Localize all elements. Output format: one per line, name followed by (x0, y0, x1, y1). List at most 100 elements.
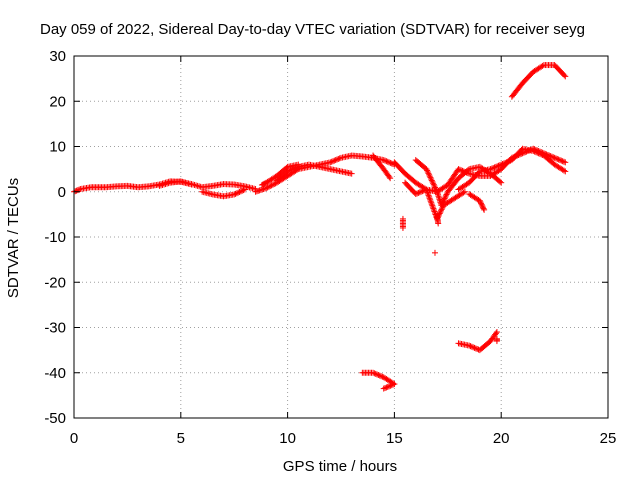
data-point (427, 198, 434, 205)
data-point (188, 181, 195, 188)
data-point (561, 72, 568, 79)
data-point (426, 195, 433, 202)
data-point (384, 158, 391, 165)
y-tick-label: -50 (44, 410, 66, 427)
data-point (283, 164, 290, 171)
data-point (471, 344, 478, 351)
data-point (271, 181, 278, 188)
data-point (550, 154, 557, 161)
data-point (438, 206, 445, 213)
data-point (562, 73, 569, 80)
data-point (464, 167, 471, 174)
data-point (478, 201, 485, 208)
data-point (536, 150, 543, 157)
data-point (431, 183, 438, 190)
y-tick-label: -40 (44, 365, 66, 382)
axis-ticks: 0 5 10 15 20 25 -50 -40 -30 -20 -10 0 10 20 30 (44, 48, 616, 447)
data-point (263, 185, 270, 192)
data-point (548, 153, 555, 160)
data-point (430, 180, 437, 187)
data-point (268, 182, 275, 189)
x-tick-label: 5 (177, 430, 185, 447)
x-tick-label: 20 (493, 430, 510, 447)
data-point (433, 187, 440, 194)
y-tick-label: 10 (49, 139, 66, 156)
data-point (416, 189, 423, 196)
data-point (437, 209, 444, 216)
data-point (231, 191, 238, 198)
data-point (423, 166, 430, 173)
data-point (436, 210, 443, 217)
data-point (442, 192, 449, 199)
data-point (493, 329, 500, 336)
data-point (425, 190, 432, 197)
data-point (490, 164, 497, 171)
data-point (499, 161, 506, 168)
data-point (456, 166, 463, 173)
data-point (423, 187, 430, 194)
data-point (498, 179, 505, 186)
data-point (468, 343, 475, 350)
data-point (384, 383, 391, 390)
data-point (380, 157, 387, 164)
data-point (378, 373, 385, 380)
data-point (467, 343, 474, 350)
data-point (532, 149, 539, 156)
data-point (375, 372, 382, 379)
data-point (491, 164, 498, 171)
data-point (555, 156, 562, 163)
data-point (476, 197, 483, 204)
data-point (333, 156, 340, 163)
data-point (370, 369, 377, 376)
y-tick-label: 0 (58, 184, 66, 201)
data-point (461, 188, 468, 195)
data-point (427, 196, 434, 203)
data-point (428, 177, 435, 184)
data-point (480, 205, 487, 212)
y-tick-label: -20 (44, 274, 66, 291)
data-point (348, 170, 355, 177)
data-point (412, 191, 419, 198)
data-point (288, 166, 295, 173)
data-point (481, 206, 488, 213)
x-tick-label: 15 (386, 430, 403, 447)
data-point (455, 166, 462, 173)
chart-title: Day 059 of 2022, Sidereal Day-to-day VTE… (40, 21, 585, 38)
data-point (559, 158, 566, 165)
data-point (492, 163, 499, 170)
grid (74, 56, 608, 418)
data-point (382, 385, 389, 392)
data-point (424, 189, 431, 196)
data-point (387, 175, 394, 182)
data-point (265, 183, 272, 190)
data-point (535, 150, 542, 157)
data-point (534, 149, 541, 156)
data-point (562, 159, 569, 166)
data-point (240, 187, 247, 194)
data-point (429, 178, 436, 185)
data-point (424, 168, 431, 175)
data-point (460, 189, 467, 196)
data-point (424, 167, 431, 174)
data-point (495, 162, 502, 169)
data-point (556, 157, 563, 164)
data-point (386, 159, 393, 166)
data-point (431, 249, 438, 256)
data-point (437, 207, 444, 214)
data-point (269, 181, 276, 188)
data-point (387, 382, 394, 389)
data-point (558, 157, 565, 164)
data-point (531, 148, 538, 155)
data-point (423, 186, 430, 193)
data-point (479, 202, 486, 209)
data-point (551, 154, 558, 161)
data-point (383, 158, 390, 165)
data-point (560, 158, 567, 165)
data-point (494, 163, 501, 170)
data-point (488, 165, 495, 172)
data-point (331, 157, 338, 164)
data-point (487, 166, 494, 173)
x-tick-label: 25 (600, 430, 617, 447)
data-point (562, 168, 569, 175)
data-point (504, 158, 511, 165)
